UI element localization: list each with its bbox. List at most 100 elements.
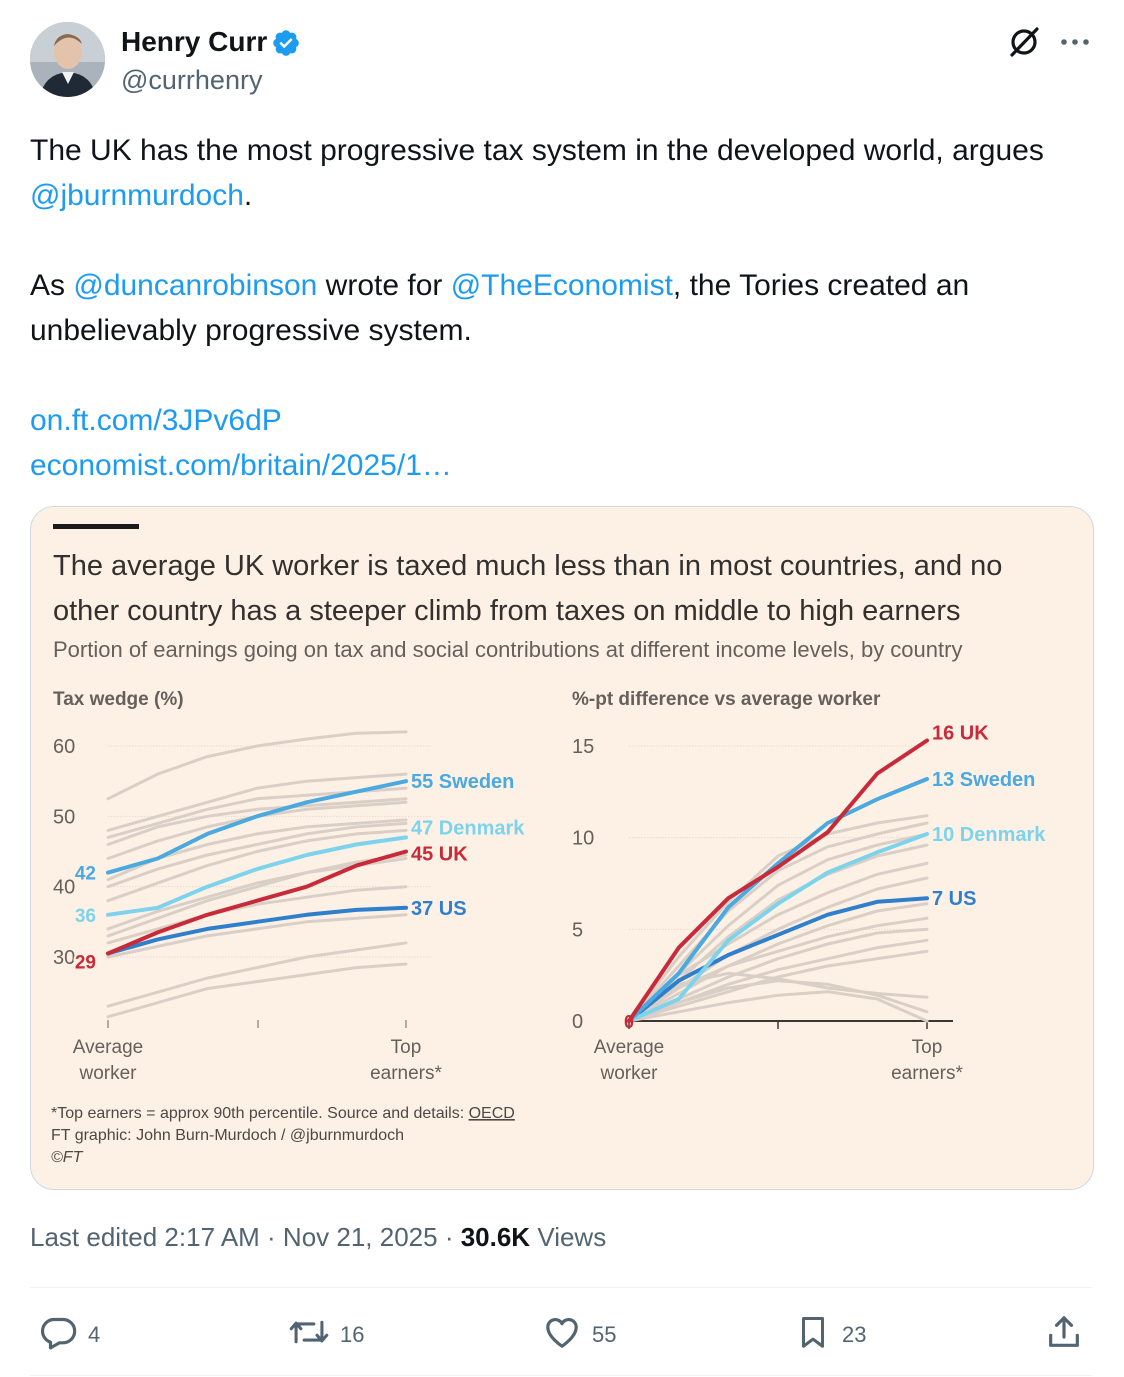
- share-button[interactable]: [1044, 1312, 1084, 1358]
- mention-theeconomist[interactable]: @TheEconomist: [450, 269, 673, 302]
- avatar[interactable]: [30, 22, 105, 97]
- chart1-xlabel-1-0: Top: [391, 1037, 422, 1058]
- post-meta: Last edited 2:17 AM · Nov 21, 2025 · 30.…: [30, 1222, 606, 1253]
- share-icon: [1044, 1312, 1084, 1358]
- footnote-oecd-link: OECD: [469, 1105, 515, 1122]
- reply-icon: [38, 1312, 78, 1358]
- chart1-line-denmark: [106, 835, 408, 917]
- chart1-ytick-30: 30: [53, 947, 75, 969]
- chart2-start-label-uk: 0: [624, 1012, 634, 1032]
- chart1-ytick-40: 40: [53, 877, 75, 899]
- chart-footnote-credit: FT graphic: John Burn-Murdoch / @jburnmu…: [51, 1127, 404, 1144]
- chart2-line-uk: [627, 738, 929, 1023]
- chart1-country-line-1: [106, 772, 408, 832]
- chart2-line-denmark: [627, 832, 929, 1023]
- chart-subtitle: Portion of earnings going on tax and soc…: [53, 637, 963, 662]
- chart1-axis-title: Tax wedge (%): [53, 689, 184, 710]
- chart-title: The average UK worker is taxed much less…: [53, 544, 1073, 634]
- chart2-axis-title: %-pt difference vs average worker: [572, 689, 881, 710]
- chart1-start-label-uk: 29: [75, 952, 96, 973]
- chart2-ytick-0: 0: [572, 1011, 583, 1033]
- chart2-ytick-5: 5: [572, 919, 583, 941]
- chart1-country-line-3: [106, 797, 408, 846]
- chart1-start-label-sweden: 42: [75, 864, 96, 885]
- chart-plots: Tax wedge (%)30405060AverageworkerTopear…: [51, 689, 1048, 1166]
- mention-jburnmurdoch[interactable]: @jburnmurdoch: [30, 179, 244, 212]
- chart2-country-line-7: [627, 916, 929, 1023]
- mention-duncanrobinson[interactable]: @duncanrobinson: [73, 269, 318, 302]
- bookmark-icon: [794, 1312, 832, 1358]
- like-count: 55: [592, 1322, 617, 1347]
- repost-button[interactable]: 16: [288, 1312, 364, 1358]
- chart1-ytick-50: 50: [53, 806, 75, 828]
- chart1-xlabel-1-1: earners*: [370, 1063, 442, 1084]
- bottom-divider: [30, 1375, 1092, 1376]
- more-options-icon[interactable]: [1058, 28, 1092, 61]
- chart2-label-sweden: 13 Sweden: [932, 769, 1035, 791]
- repost-icon: [288, 1312, 330, 1358]
- chart-title-line2: other country has a steeper climb from t…: [53, 595, 961, 627]
- chart1-label-denmark: 47 Denmark: [411, 817, 525, 839]
- chart2-country-line-10: [627, 949, 929, 1023]
- chart1-country-line-13: [106, 962, 408, 1019]
- tweet-text: The UK has the most progressive tax syst…: [30, 128, 1100, 488]
- chart1-label-uk: 45 UK: [411, 844, 468, 866]
- chart2-label-denmark: 10 Denmark: [932, 824, 1046, 846]
- tweet-text-line3: unbelievably progressive system.: [30, 314, 472, 347]
- like-button[interactable]: 55: [542, 1312, 616, 1358]
- chart1-country-line-7: [106, 828, 408, 903]
- heart-icon: [542, 1312, 582, 1358]
- chart-footnote-source: *Top earners = approx 90th percentile. S…: [51, 1105, 515, 1122]
- chart1-xlabel-0-1: worker: [78, 1063, 137, 1084]
- chart1-country-line-9: [106, 853, 408, 931]
- chart1-label-sweden: 55 Sweden: [411, 771, 514, 793]
- chart2-ytick-15: 15: [572, 736, 594, 758]
- tweet-text-as: As: [30, 269, 74, 302]
- chart1-country-line-0: [106, 730, 408, 801]
- divider: [30, 1287, 1092, 1288]
- economist-link[interactable]: economist.com/britain/2025/1…: [30, 449, 452, 482]
- chart2-xlabel-0-1: worker: [599, 1063, 658, 1084]
- bookmark-button[interactable]: 23: [794, 1312, 866, 1358]
- chart2-xlabel-1-0: Top: [912, 1037, 943, 1058]
- grok-icon[interactable]: [1006, 24, 1042, 65]
- chart-footnote-copyright: ©FT: [51, 1149, 84, 1166]
- chart2-xlabel-0-0: Average: [594, 1037, 664, 1058]
- tweet-text-tories: , the Tories created an: [672, 269, 970, 302]
- chart1-country-line-12: [106, 941, 408, 1008]
- chart2-country-line-13: [627, 990, 929, 1023]
- views-count: 30.6K: [460, 1222, 531, 1252]
- chart1-country-line-10: [106, 885, 408, 945]
- edited-timestamp[interactable]: Last edited 2:17 AM · Nov 21, 2025 ·: [30, 1222, 461, 1252]
- chart1-line-uk: [106, 849, 408, 956]
- tweet-text-line1: The UK has the most progressive tax syst…: [30, 134, 1044, 167]
- chart1-ytick-60: 60: [53, 736, 75, 758]
- tweet-text-wrote-for: wrote for: [317, 269, 451, 302]
- chart1-label-us: 37 US: [411, 898, 467, 920]
- author-handle[interactable]: @currhenry: [121, 65, 263, 95]
- chart1-xlabel-0-0: Average: [73, 1037, 143, 1058]
- ft-accent-bar: [53, 524, 139, 529]
- chart1-line-us: [106, 905, 408, 956]
- author-name[interactable]: Henry Curr: [121, 26, 268, 57]
- bookmark-count: 23: [842, 1322, 867, 1347]
- reply-button[interactable]: 4: [38, 1312, 100, 1358]
- chart1-line-sweden: [106, 779, 408, 875]
- chart2-country-line-11: [627, 971, 929, 1023]
- tweet-text-period: .: [243, 179, 253, 212]
- chart1-start-label-denmark: 36: [75, 906, 96, 927]
- reply-count: 4: [88, 1322, 101, 1347]
- chart2-country-line-6: [627, 902, 929, 1023]
- chart2-line-us: [627, 896, 929, 1023]
- chart2-line-sweden: [627, 777, 929, 1023]
- footnote-text: *Top earners = approx 90th percentile. S…: [51, 1105, 469, 1122]
- ft-link[interactable]: on.ft.com/3JPv6dP: [30, 404, 282, 437]
- chart-image-card[interactable]: The average UK worker is taxed much less…: [30, 506, 1094, 1190]
- chart2-country-line-0: [627, 814, 929, 1023]
- chart2-country-line-1: [627, 821, 929, 1023]
- views-label: Views: [530, 1222, 607, 1252]
- chart2-ytick-10: 10: [572, 828, 594, 850]
- chart2-label-us: 7 US: [932, 888, 976, 910]
- verified-badge-icon: [271, 28, 301, 63]
- chart2-label-uk: 16 UK: [932, 723, 989, 745]
